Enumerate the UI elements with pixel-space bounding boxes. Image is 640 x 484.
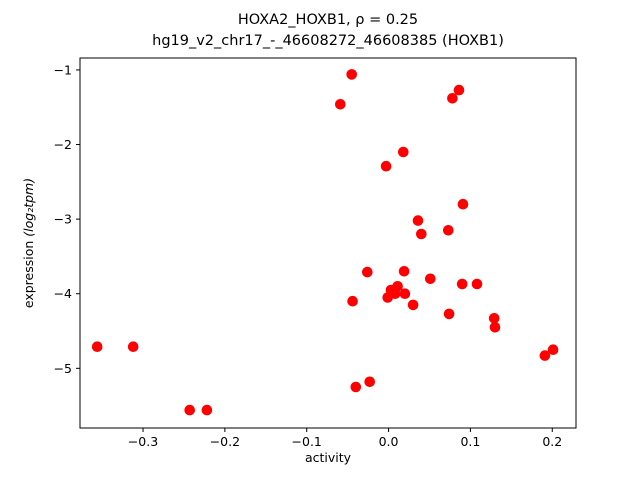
y-tick-label: −2: [54, 137, 72, 152]
data-point: [350, 381, 362, 393]
data-point: [447, 93, 458, 104]
x-tick-label: 0.2: [542, 434, 562, 449]
data-point: [399, 288, 411, 300]
data-point: [127, 341, 139, 353]
y-axis-label-plain: expression: [21, 237, 36, 308]
data-point: [201, 404, 213, 416]
data-point: [398, 266, 410, 277]
x-axis-label: activity: [305, 450, 352, 465]
y-axis-label: expression (log₂tpm): [21, 178, 36, 308]
y-tick-label: −4: [54, 286, 72, 301]
data-point: [398, 146, 409, 158]
x-tick-label: −0.3: [128, 434, 158, 449]
data-point: [364, 376, 376, 388]
points-layer: [91, 69, 559, 416]
x-ticks: −0.3 −0.2 −0.1 0.0 0.1 0.2: [128, 428, 562, 449]
data-point: [347, 295, 358, 307]
y-ticks: −1 −2 −3 −4 −5: [54, 62, 80, 376]
plot-area: [79, 57, 577, 429]
chart-subtitle: hg19_v2_chr17_-_46608272_46608385 (HOXB1…: [152, 33, 504, 49]
y-tick-label: −1: [54, 62, 72, 77]
data-point: [457, 198, 469, 210]
data-point: [91, 341, 103, 353]
data-point: [380, 160, 392, 172]
x-tick-label: 0.0: [379, 434, 399, 449]
data-point: [407, 299, 419, 311]
data-point: [335, 99, 346, 110]
data-point: [456, 278, 468, 290]
y-tick-label: −5: [54, 361, 72, 376]
x-tick-label: −0.2: [210, 434, 240, 449]
data-point: [346, 69, 358, 80]
data-point: [412, 215, 424, 226]
x-tick-label: −0.1: [292, 434, 322, 449]
y-axis-label-math: (log₂tpm): [21, 178, 36, 237]
data-point: [547, 344, 559, 356]
data-point: [471, 278, 483, 290]
data-point: [443, 225, 454, 236]
chart-title: HOXA2_HOXB1, ρ = 0.25: [238, 12, 418, 28]
data-point: [453, 84, 465, 96]
data-point: [539, 350, 551, 361]
x-tick-label: 0.1: [460, 434, 480, 449]
data-point: [443, 308, 455, 320]
data-point: [488, 313, 500, 324]
data-point: [489, 322, 501, 333]
data-point: [184, 404, 195, 416]
data-point: [425, 273, 436, 285]
y-tick-label: −3: [54, 212, 72, 227]
data-point: [362, 266, 373, 278]
data-point: [392, 281, 403, 292]
data-point: [416, 228, 427, 240]
